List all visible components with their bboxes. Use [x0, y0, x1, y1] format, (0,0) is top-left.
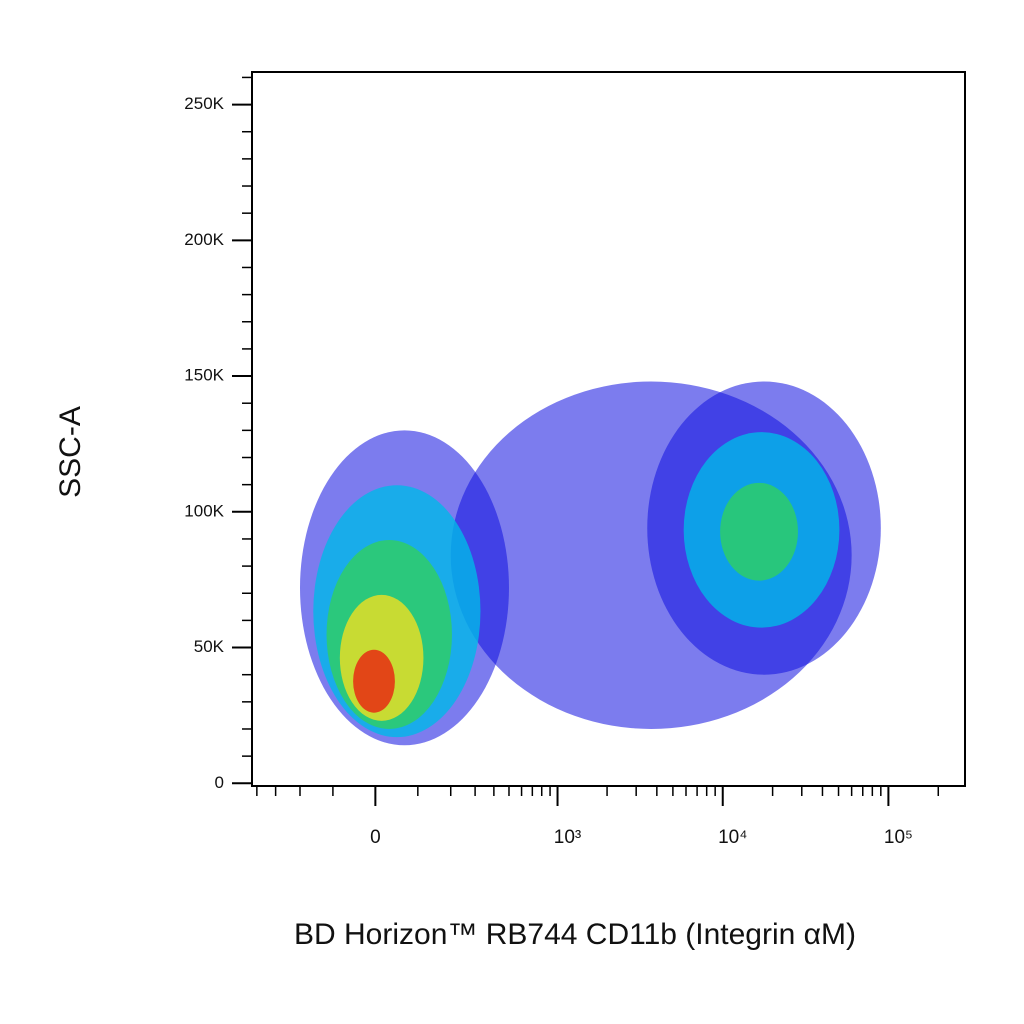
y-tick-label: 100K: [184, 501, 224, 520]
x-tick-label: 10⁵: [884, 827, 913, 848]
y-tick-label: 150K: [184, 366, 224, 385]
plot-frame: [251, 71, 966, 787]
population-density: [353, 649, 395, 713]
x-tick-label: 10⁴: [718, 827, 747, 848]
x-tick-label: 0: [370, 827, 381, 848]
population-density: [720, 482, 798, 581]
x-axis-label: BD Horizon™ RB744 CD11b (Integrin αM): [294, 918, 856, 951]
y-tick-label: 50K: [194, 637, 225, 656]
y-axis-label: SSC-A: [54, 406, 87, 498]
y-tick-label: 0: [215, 773, 224, 792]
y-tick-label: 200K: [184, 230, 224, 249]
y-tick-label: 250K: [184, 94, 224, 113]
x-tick-label: 10³: [554, 827, 581, 848]
plot-area: [299, 381, 881, 746]
